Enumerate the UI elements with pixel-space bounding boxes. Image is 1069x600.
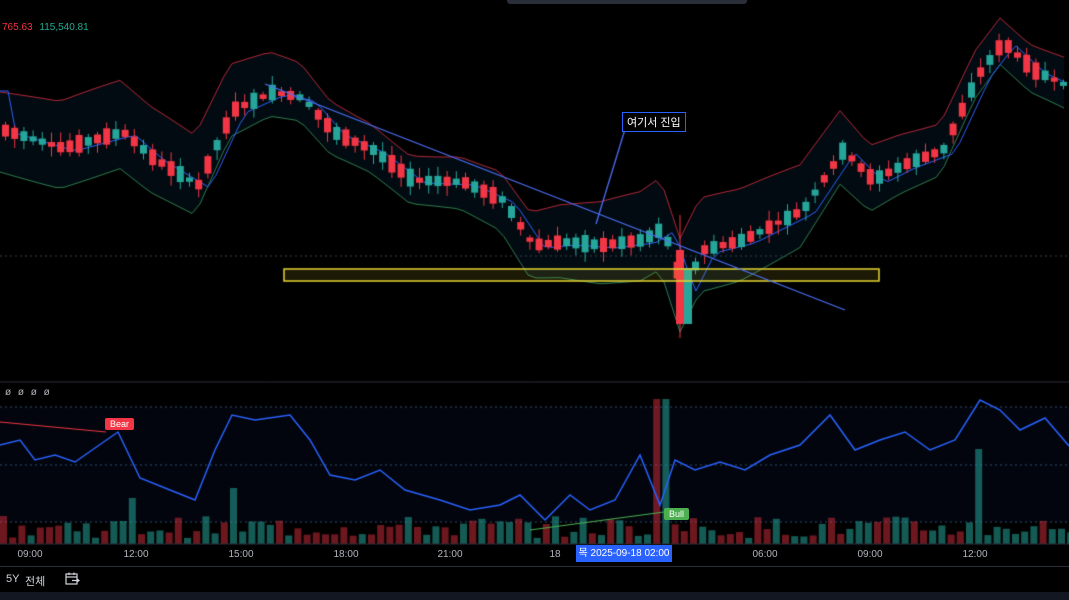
indicator-legend[interactable]: ø ø ø ø: [5, 387, 52, 398]
legend-value-a: 765.63: [2, 22, 33, 33]
top-handle[interactable]: [507, 0, 747, 4]
bear-signal-badge: Bear: [105, 418, 135, 430]
time-axis-label: 12:00: [123, 549, 149, 560]
calendar-goto-icon[interactable]: [64, 571, 80, 587]
entry-annotation[interactable]: 여기서 진입: [622, 112, 686, 132]
time-axis-label: 09:00: [17, 549, 43, 560]
range-all-button[interactable]: 전체: [25, 576, 46, 588]
time-axis-label: 06:00: [752, 549, 778, 560]
crosshair-time-label: 목 2025-09-18 02:00: [576, 545, 672, 562]
time-axis-label: 09:00: [857, 549, 883, 560]
time-axis-label: 18:00: [333, 549, 359, 560]
bull-signal-badge: Bull: [664, 508, 690, 520]
time-axis-label: 18: [549, 549, 561, 560]
range-5y-button[interactable]: 5Y: [6, 573, 20, 585]
ohlc-legend: 765.63 115,540.81: [2, 22, 89, 33]
status-strip: [0, 592, 1069, 600]
time-axis-label: 21:00: [437, 549, 463, 560]
time-axis-label: 15:00: [228, 549, 254, 560]
legend-value-b: 115,540.81: [39, 22, 89, 33]
time-axis-label: 12:00: [962, 549, 988, 560]
bottom-toolbar: 5Y 전체: [0, 566, 1069, 593]
